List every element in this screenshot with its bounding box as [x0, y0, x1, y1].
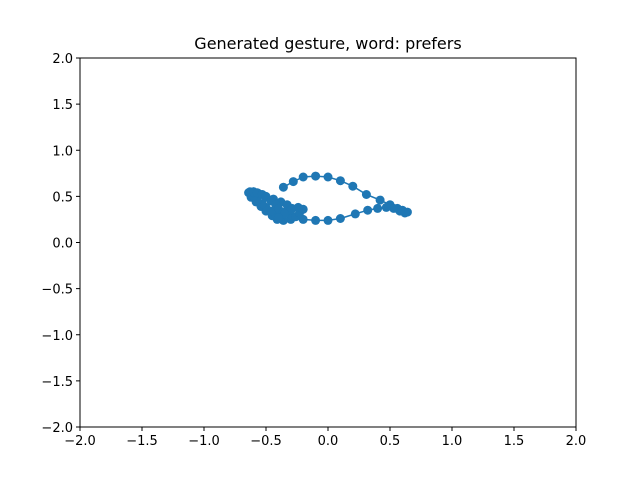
x-tick-label: 1.5 — [504, 434, 525, 449]
y-tick-label: 0.0 — [52, 237, 73, 252]
y-tick-label: 2.0 — [52, 52, 73, 67]
x-tick-label: −2.0 — [64, 434, 96, 449]
data-point — [335, 214, 345, 223]
y-tick-label: −1.0 — [41, 329, 73, 344]
data-point — [323, 172, 333, 182]
y-tick-label: −2.0 — [41, 421, 73, 436]
data-point — [298, 172, 308, 182]
data-point — [373, 203, 383, 213]
data-point — [311, 215, 321, 225]
y-tick-label: 0.5 — [52, 190, 73, 205]
data-point — [348, 181, 358, 191]
data-point — [361, 190, 371, 199]
data-point — [381, 202, 391, 212]
x-tick-label: −1.0 — [188, 434, 220, 449]
x-tick-label: 0.0 — [318, 434, 339, 449]
axes-frame — [79, 57, 577, 428]
x-tick-label: −0.5 — [250, 434, 282, 449]
data-point — [335, 176, 345, 186]
y-tick-label: 1.0 — [52, 144, 73, 159]
data-point — [375, 195, 385, 205]
x-tick-label: −1.5 — [126, 434, 158, 449]
data-point — [311, 171, 321, 181]
data-point — [363, 205, 373, 215]
y-tick-label: −0.5 — [41, 283, 73, 298]
x-tick-label: 2.0 — [566, 434, 587, 449]
chart-title: Generated gesture, word: prefers — [194, 34, 461, 53]
data-point — [350, 209, 360, 219]
data-point — [323, 215, 333, 225]
data-point — [273, 213, 283, 223]
x-tick-label: 0.5 — [380, 434, 401, 449]
data-point — [288, 177, 298, 187]
data-point — [293, 202, 303, 212]
axis-ticks: −2.0 −1.5 −1.0 −0.5 0.0 0.5 1.0 1.5 2.0 −2.0 −1.5 −… — [41, 52, 586, 449]
y-tick-label: −1.5 — [41, 375, 73, 390]
y-tick-label: 1.5 — [52, 98, 73, 113]
x-tick-label: 1.0 — [442, 434, 463, 449]
plot-area — [244, 171, 412, 225]
data-point — [389, 203, 399, 213]
data-point — [278, 182, 288, 192]
